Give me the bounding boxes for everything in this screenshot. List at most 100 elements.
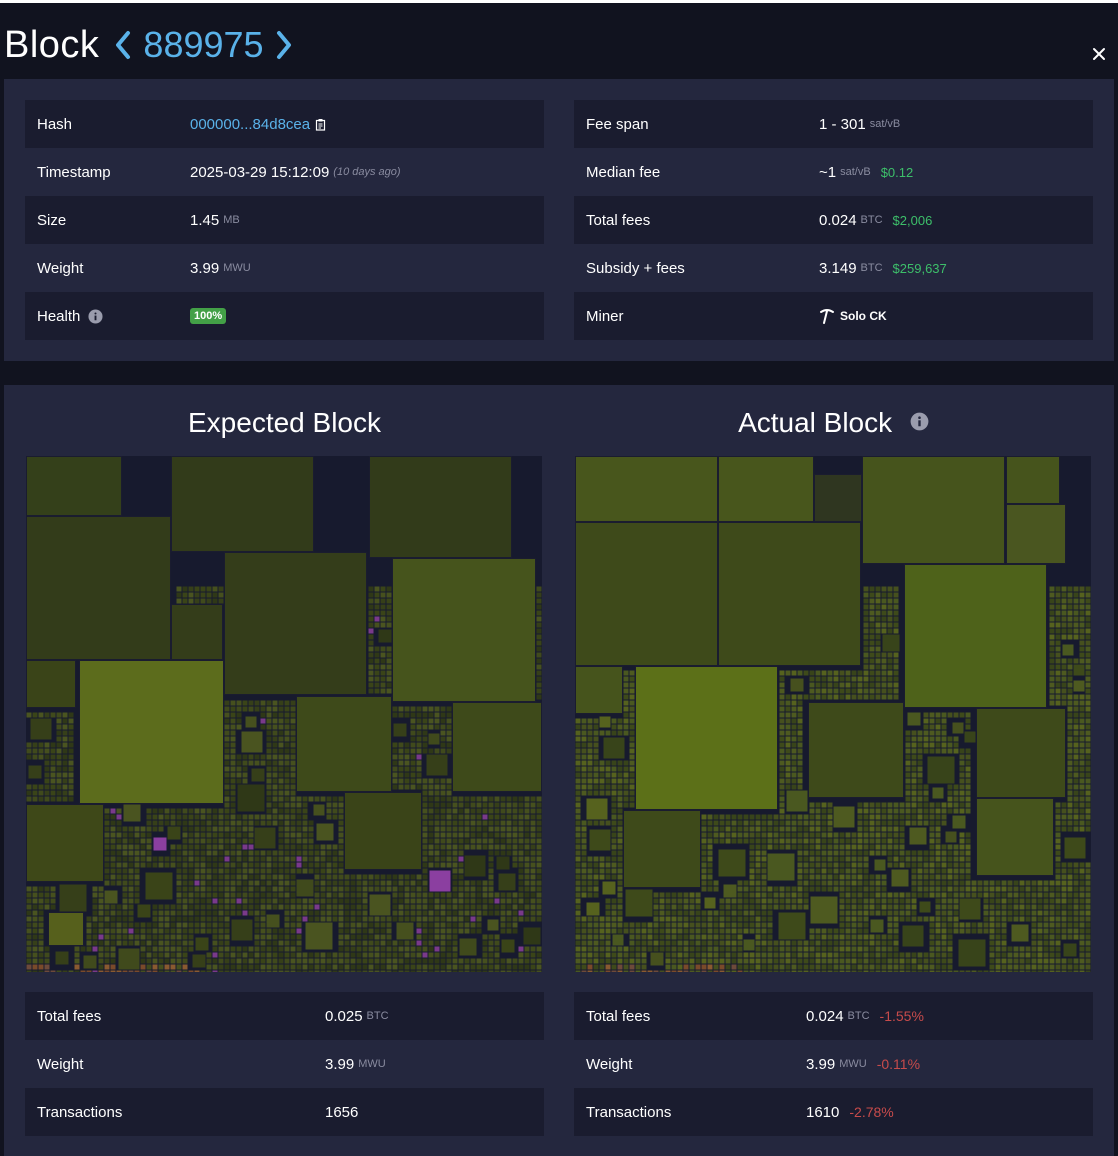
transaction-cell[interactable] [743, 838, 749, 844]
transaction-cell[interactable] [881, 628, 887, 634]
transaction-cell[interactable] [266, 760, 272, 766]
transaction-cell[interactable] [182, 844, 188, 850]
transaction-cell[interactable] [581, 922, 587, 928]
transaction-cell[interactable] [605, 778, 611, 784]
transaction-cell[interactable] [809, 694, 815, 700]
transaction-cell[interactable] [941, 736, 947, 742]
transaction-cell[interactable] [290, 814, 296, 820]
transaction-cell[interactable] [158, 952, 164, 958]
transaction-cell[interactable] [827, 850, 833, 856]
transaction-cell[interactable] [290, 790, 296, 796]
transaction-cell[interactable] [593, 730, 599, 736]
transaction-block[interactable] [891, 869, 909, 887]
transaction-cell[interactable] [893, 892, 899, 898]
transaction-cell[interactable] [779, 820, 785, 826]
transaction-cell[interactable] [581, 952, 587, 958]
transaction-cell[interactable] [458, 916, 464, 922]
transaction-cell[interactable] [791, 814, 797, 820]
transaction-cell[interactable] [593, 718, 599, 724]
transaction-cell[interactable] [1055, 886, 1061, 892]
transaction-cell[interactable] [356, 892, 362, 898]
transaction-cell[interactable] [164, 862, 170, 868]
transaction-cell[interactable] [440, 910, 446, 916]
transaction-block[interactable] [723, 884, 737, 898]
transaction-cell[interactable] [965, 760, 971, 766]
transaction-cell[interactable] [518, 802, 524, 808]
transaction-cell[interactable] [1085, 892, 1091, 898]
transaction-cell[interactable] [791, 766, 797, 772]
transaction-cell[interactable] [170, 814, 176, 820]
transaction-cell[interactable] [434, 916, 440, 922]
transaction-cell[interactable] [635, 922, 641, 928]
transaction-cell[interactable] [749, 862, 755, 868]
transaction-cell[interactable] [1085, 616, 1091, 622]
transaction-cell[interactable] [356, 958, 362, 964]
transaction-cell[interactable] [863, 826, 869, 832]
transaction-cell[interactable] [953, 712, 959, 718]
transaction-cell[interactable] [224, 970, 230, 973]
transaction-cell[interactable] [1061, 916, 1067, 922]
transaction-cell[interactable] [893, 628, 899, 634]
transaction-cell[interactable] [254, 928, 260, 934]
transaction-cell[interactable] [1079, 862, 1085, 868]
transaction-cell[interactable] [779, 736, 785, 742]
transaction-cell[interactable] [104, 874, 110, 880]
transaction-cell[interactable] [326, 952, 332, 958]
transaction-cell[interactable] [524, 970, 530, 973]
transaction-cell[interactable] [230, 718, 236, 724]
transaction-cell[interactable] [851, 922, 857, 928]
transaction-cell[interactable] [374, 886, 380, 892]
transaction-block[interactable] [55, 951, 69, 965]
transaction-cell[interactable] [218, 808, 224, 814]
transaction-cell[interactable] [500, 808, 506, 814]
transaction-cell[interactable] [581, 754, 587, 760]
transaction-cell[interactable] [701, 868, 707, 874]
transaction-cell[interactable] [134, 856, 140, 862]
transaction-cell[interactable] [38, 910, 44, 916]
transaction-cell[interactable] [296, 820, 302, 826]
transaction-cell[interactable] [953, 862, 959, 868]
transaction-block[interactable] [137, 904, 151, 918]
transaction-cell[interactable] [707, 814, 713, 820]
transaction-cell[interactable] [266, 874, 272, 880]
transaction-cell[interactable] [737, 814, 743, 820]
transaction-cell[interactable] [266, 802, 272, 808]
transaction-cell[interactable] [887, 802, 893, 808]
transaction-cell[interactable] [773, 940, 779, 946]
transaction-cell[interactable] [284, 910, 290, 916]
transaction-cell[interactable] [917, 790, 923, 796]
transaction-cell[interactable] [266, 724, 272, 730]
transaction-cell[interactable] [941, 874, 947, 880]
transaction-cell[interactable] [773, 964, 779, 970]
transaction-cell[interactable] [851, 688, 857, 694]
transaction-cell[interactable] [422, 964, 428, 970]
transaction-cell[interactable] [182, 856, 188, 862]
transaction-cell[interactable] [689, 934, 695, 940]
transaction-cell[interactable] [1067, 706, 1073, 712]
transaction-cell[interactable] [581, 874, 587, 880]
transaction-cell[interactable] [458, 970, 464, 973]
transaction-cell[interactable] [1031, 964, 1037, 970]
transaction-cell[interactable] [725, 820, 731, 826]
transaction-cell[interactable] [911, 754, 917, 760]
transaction-cell[interactable] [941, 850, 947, 856]
transaction-cell[interactable] [464, 814, 470, 820]
transaction-cell[interactable] [386, 664, 392, 670]
transaction-cell[interactable] [434, 748, 440, 754]
transaction-cell[interactable] [737, 904, 743, 910]
transaction-cell[interactable] [671, 922, 677, 928]
transaction-cell[interactable] [1085, 958, 1091, 964]
transaction-block[interactable] [909, 827, 927, 845]
transaction-cell[interactable] [803, 898, 809, 904]
transaction-cell[interactable] [671, 952, 677, 958]
transaction-cell[interactable] [338, 796, 344, 802]
transaction-cell[interactable] [380, 928, 386, 934]
transaction-cell[interactable] [629, 964, 635, 970]
transaction-cell[interactable] [935, 748, 941, 754]
transaction-cell[interactable] [428, 808, 434, 814]
transaction-cell[interactable] [893, 820, 899, 826]
transaction-cell[interactable] [911, 814, 917, 820]
transaction-block[interactable] [814, 474, 862, 522]
transaction-cell[interactable] [452, 826, 458, 832]
transaction-cell[interactable] [338, 820, 344, 826]
